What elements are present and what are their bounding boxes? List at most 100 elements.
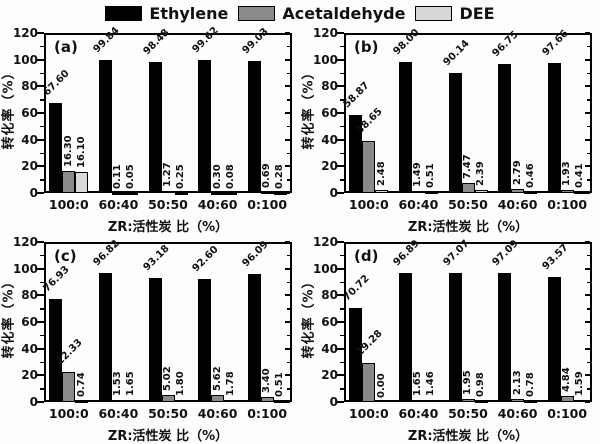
- bar-acetaldehyde: [161, 395, 175, 402]
- bar-value-label: 1.49: [412, 162, 424, 187]
- bar-dee: [375, 189, 389, 193]
- y-axis-tick-label: 20: [21, 368, 38, 383]
- bar-value-label: 2.79: [511, 160, 523, 186]
- bar-acetaldehyde: [411, 191, 425, 193]
- bar-value-label: 0.78: [524, 372, 536, 397]
- legend-label-dee: DEE: [459, 3, 495, 23]
- y-minor-tick-right: [587, 125, 590, 128]
- y-minor-tick-right: [287, 361, 290, 363]
- y-minor-tick: [40, 45, 44, 48]
- y-major-tick: [337, 401, 344, 403]
- bar-ethylene: [247, 273, 261, 402]
- bar-acetaldehyde: [362, 362, 376, 402]
- bar-ethylene: [547, 277, 561, 402]
- y-minor-tick-right: [587, 308, 590, 310]
- bar-ethylene: [498, 64, 512, 193]
- x-axis-label: ZR:活性炭 比（%）: [407, 220, 529, 235]
- y-minor-tick-right: [287, 281, 290, 283]
- y-minor-tick: [40, 334, 44, 337]
- x-axis-label: ZR:活性炭 比（%）: [107, 429, 229, 444]
- bar-ethylene: [349, 114, 363, 193]
- bar-acetaldehyde: [62, 171, 76, 193]
- y-minor-tick: [340, 308, 344, 310]
- y-axis-tick-label: 100: [12, 52, 38, 67]
- bar-ethylene: [98, 272, 112, 402]
- y-minor-tick-right: [587, 99, 590, 101]
- y-major-tick: [37, 58, 44, 61]
- bar-value-label: 0.51: [425, 163, 437, 189]
- bar-ethylene: [547, 62, 561, 193]
- panel-letter: (d): [354, 247, 379, 265]
- x-axis-tick-label: 0:100: [547, 197, 588, 212]
- panel-letter: (b): [354, 38, 379, 56]
- legend-label-acetaldehyde: Acetaldehyde: [282, 3, 406, 23]
- y-axis-tick-label: 60: [21, 106, 38, 120]
- bar-value-label: 1.78: [224, 370, 236, 396]
- x-axis-tick-label: 0:100: [547, 406, 588, 421]
- y-minor-tick: [340, 281, 344, 283]
- y-major-tick: [337, 85, 344, 88]
- x-axis-tick-label: 60:40: [398, 406, 439, 421]
- y-major-tick: [37, 401, 44, 403]
- y-major-tick-right: [585, 138, 590, 141]
- bar-ethylene: [148, 61, 162, 193]
- y-major-tick: [37, 267, 44, 270]
- bar-acetaldehyde: [211, 394, 225, 402]
- y-major-tick: [337, 241, 344, 243]
- x-axis-label: ZR:活性炭 比（%）: [107, 220, 229, 235]
- y-minor-tick-right: [287, 388, 290, 390]
- bar-dee: [524, 192, 538, 195]
- y-axis-tick-label: 40: [321, 341, 338, 356]
- y-minor-tick: [340, 99, 344, 101]
- y-major-tick-right: [585, 165, 590, 168]
- bar-dee: [124, 192, 138, 195]
- bar-ethylene: [198, 60, 212, 193]
- y-major-tick-right: [285, 138, 290, 141]
- y-minor-tick: [340, 334, 344, 337]
- y-major-tick: [37, 192, 44, 194]
- bar-ethylene: [49, 299, 63, 402]
- bar-acetaldehyde: [560, 190, 574, 193]
- y-major-tick-right: [285, 112, 290, 114]
- bar-value-label: 7.47: [462, 154, 473, 180]
- bar-value-label: 0.08: [224, 164, 236, 189]
- y-axis-tick-label: 120: [312, 26, 338, 40]
- y-major-tick-right: [285, 165, 290, 168]
- x-axis-tick-label: 60:40: [98, 197, 139, 212]
- y-minor-tick: [40, 125, 44, 128]
- y-axis-tick-label: 100: [312, 261, 338, 276]
- y-axis-tick-label: 0: [29, 186, 38, 200]
- ethylene-swatch-icon: [105, 5, 143, 21]
- y-axis-tick-label: 40: [321, 132, 338, 147]
- y-major-tick-right: [585, 32, 590, 34]
- y-minor-tick: [340, 125, 344, 128]
- y-major-tick-right: [285, 401, 290, 403]
- y-minor-tick: [40, 361, 44, 363]
- y-minor-tick-right: [287, 254, 290, 257]
- y-major-tick-right: [285, 241, 290, 243]
- bar-value-label: 0.41: [574, 163, 586, 189]
- bar-value-label: 0.25: [175, 163, 186, 189]
- y-major-tick-right: [585, 321, 590, 323]
- x-axis-tick-label: 50:50: [448, 406, 488, 421]
- x-axis-label: ZR:活性炭 比（%）: [407, 429, 529, 444]
- y-major-tick-right: [285, 321, 290, 323]
- bar-dee: [474, 189, 488, 193]
- y-axis-tick-label: 120: [12, 235, 38, 249]
- y-minor-tick: [40, 72, 44, 74]
- legend-item-acetaldehyde: Acetaldehyde: [238, 4, 405, 23]
- y-minor-tick-right: [287, 334, 290, 337]
- y-minor-tick: [40, 179, 44, 181]
- x-axis-tick-label: 60:40: [398, 197, 439, 212]
- bar-dee: [424, 400, 438, 403]
- y-axis-tick-label: 100: [312, 52, 338, 67]
- bar-ethylene: [49, 102, 63, 193]
- bar-ethylene: [98, 59, 112, 193]
- y-major-tick-right: [285, 374, 290, 377]
- y-minor-tick: [40, 152, 44, 154]
- bar-dee: [75, 401, 89, 403]
- y-minor-tick: [40, 254, 44, 257]
- y-major-tick-right: [585, 192, 590, 194]
- y-minor-tick: [340, 72, 344, 74]
